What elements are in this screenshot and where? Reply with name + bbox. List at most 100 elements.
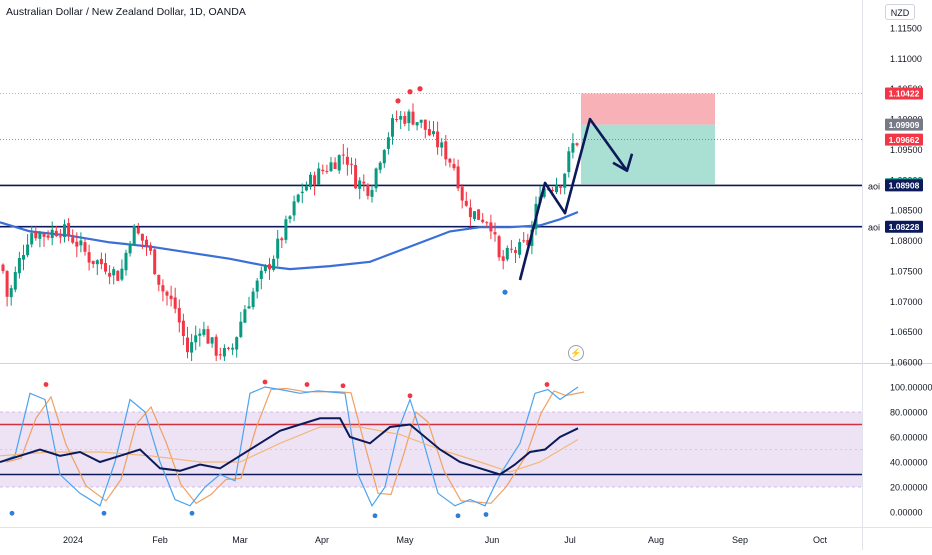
candle-body (522, 240, 526, 242)
time-axis-label: 2024 (63, 535, 83, 545)
oscillator-tick-label: 20.00000 (890, 483, 928, 493)
price-badge-label: 1.09662 (889, 135, 920, 145)
candle-body (30, 233, 34, 245)
time-axis-label: Sep (732, 535, 748, 545)
candle-body (391, 118, 394, 137)
candle-body (341, 154, 345, 156)
candle-body (427, 129, 431, 136)
time-axis-label: Mar (232, 535, 248, 545)
candle-body (173, 297, 177, 309)
price-badge-label: 1.08228 (889, 222, 920, 232)
price-tick-label: 1.11000 (890, 54, 922, 64)
oscillator-marker (189, 510, 195, 516)
candle-body (1, 264, 5, 272)
candle-body (22, 255, 25, 260)
candle-body (575, 143, 579, 146)
candle-body (169, 295, 173, 300)
oscillator-marker (101, 510, 107, 516)
candle-body (75, 241, 79, 247)
candle-body (235, 337, 239, 350)
candle-body (505, 248, 509, 260)
candle-body (366, 184, 370, 196)
candle-body (440, 142, 444, 148)
candle-body (149, 245, 153, 251)
candle-body (5, 271, 9, 297)
candle-body (177, 308, 181, 323)
candle-body (259, 270, 263, 279)
time-axis-label: Jun (485, 535, 500, 545)
candle-body (555, 185, 558, 193)
candle-body (325, 171, 329, 173)
candle-body (186, 337, 189, 353)
oscillator-marker (262, 379, 268, 385)
price-badge (885, 133, 923, 146)
candle-body (87, 252, 91, 263)
candle-body (386, 137, 390, 149)
time-axis-label: Apr (315, 535, 329, 545)
take-profit-zone (581, 124, 715, 185)
candle-body (448, 158, 452, 163)
candle-body (124, 252, 128, 271)
price-badge (885, 118, 923, 131)
candle-body (345, 156, 349, 165)
candle-body (202, 329, 206, 335)
chart-title: Australian Dollar / New Zealand Dollar, … (6, 6, 246, 18)
moving-average-line (0, 210, 579, 271)
swing-marker (407, 89, 413, 95)
candle-body (497, 236, 501, 258)
oscillator-tick-label: 80.00000 (890, 408, 928, 418)
candle-body (468, 207, 472, 218)
oscillator-marker (372, 513, 378, 519)
candle-body (514, 250, 517, 253)
candle-body (399, 115, 403, 120)
candle-body (321, 169, 325, 172)
candle-body (71, 237, 75, 243)
candle-body (34, 231, 38, 239)
swing-marker (395, 98, 401, 104)
candle-body (432, 131, 435, 135)
candle-body (489, 222, 493, 232)
candle-body (559, 186, 563, 188)
projection-path (518, 117, 629, 281)
oscillator-marker (544, 382, 550, 387)
lightning-icon[interactable]: ⚡ (568, 345, 584, 361)
candle-body (54, 230, 58, 237)
candle-body (436, 131, 440, 148)
candle-body (181, 320, 185, 337)
currency-badge[interactable]: NZD (885, 4, 915, 20)
candle-body (83, 242, 87, 252)
candle-body (239, 321, 243, 337)
oscillator-marker (304, 382, 310, 387)
oscillator-tick-label: 0.00000 (890, 508, 923, 518)
stop-loss-zone (581, 93, 715, 125)
candle-body (218, 354, 222, 356)
candle-body (42, 233, 46, 237)
candle-body (17, 258, 21, 274)
candle-body (518, 242, 522, 255)
oscillator-marker (340, 383, 346, 389)
candle-body (571, 143, 575, 153)
price-tick-label: 1.06500 (890, 327, 923, 337)
swing-marker (417, 86, 423, 92)
candle-body (247, 306, 251, 309)
candle-body (95, 260, 99, 265)
price-badge-label: 1.10422 (889, 89, 920, 99)
candle-body (550, 189, 554, 191)
candle-body (128, 243, 132, 254)
candle-body (157, 274, 161, 285)
candle-body (79, 240, 83, 246)
candle-body (284, 219, 288, 240)
candle-body (13, 271, 17, 290)
price-badge-label: 1.08908 (889, 181, 920, 191)
candle-body (337, 155, 341, 171)
price-badge (885, 179, 923, 192)
time-axis-label: Jul (564, 535, 576, 545)
candle-body (358, 180, 362, 189)
candle-body (542, 188, 546, 197)
candle-body (63, 224, 66, 238)
candle-body (26, 244, 30, 256)
candle-body (231, 347, 235, 350)
candle-body (509, 248, 513, 250)
